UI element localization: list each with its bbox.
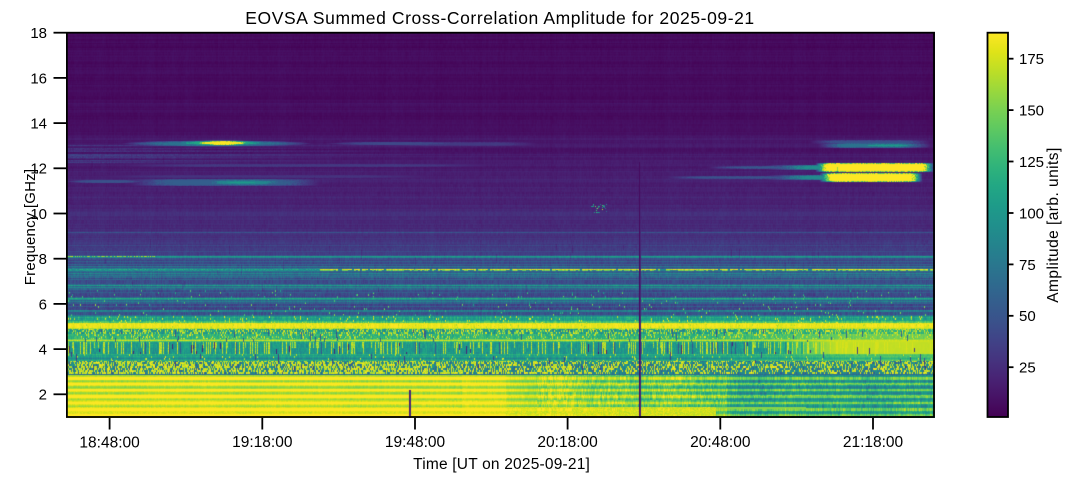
- svg-text:150: 150: [1019, 103, 1044, 120]
- svg-text:75: 75: [1019, 257, 1036, 274]
- svg-text:12: 12: [30, 161, 47, 178]
- svg-text:20:48:00: 20:48:00: [690, 434, 751, 451]
- svg-text:20:18:00: 20:18:00: [537, 434, 598, 451]
- svg-text:19:18:00: 19:18:00: [232, 434, 293, 451]
- svg-text:14: 14: [30, 116, 47, 133]
- svg-text:Time [UT on 2025-09-21]: Time [UT on 2025-09-21]: [413, 456, 590, 473]
- svg-text:4: 4: [39, 342, 47, 359]
- svg-text:16: 16: [30, 70, 47, 87]
- svg-text:25: 25: [1019, 360, 1036, 377]
- svg-text:Frequency [GHz]: Frequency [GHz]: [22, 169, 39, 285]
- svg-text:6: 6: [39, 296, 47, 313]
- svg-text:50: 50: [1019, 308, 1036, 325]
- svg-text:Amplitude [arb. units]: Amplitude [arb. units]: [1045, 147, 1062, 303]
- svg-text:18:48:00: 18:48:00: [79, 434, 140, 451]
- svg-text:8: 8: [39, 251, 47, 268]
- svg-text:19:48:00: 19:48:00: [385, 434, 446, 451]
- svg-text:2: 2: [39, 387, 47, 404]
- svg-text:EOVSA Summed Cross-Correlation: EOVSA Summed Cross-Correlation Amplitude…: [245, 8, 754, 28]
- svg-text:175: 175: [1019, 51, 1044, 68]
- svg-text:100: 100: [1019, 205, 1044, 222]
- svg-text:125: 125: [1019, 154, 1044, 171]
- svg-text:21:18:00: 21:18:00: [843, 434, 904, 451]
- svg-text:10: 10: [30, 206, 47, 223]
- svg-text:18: 18: [30, 25, 47, 42]
